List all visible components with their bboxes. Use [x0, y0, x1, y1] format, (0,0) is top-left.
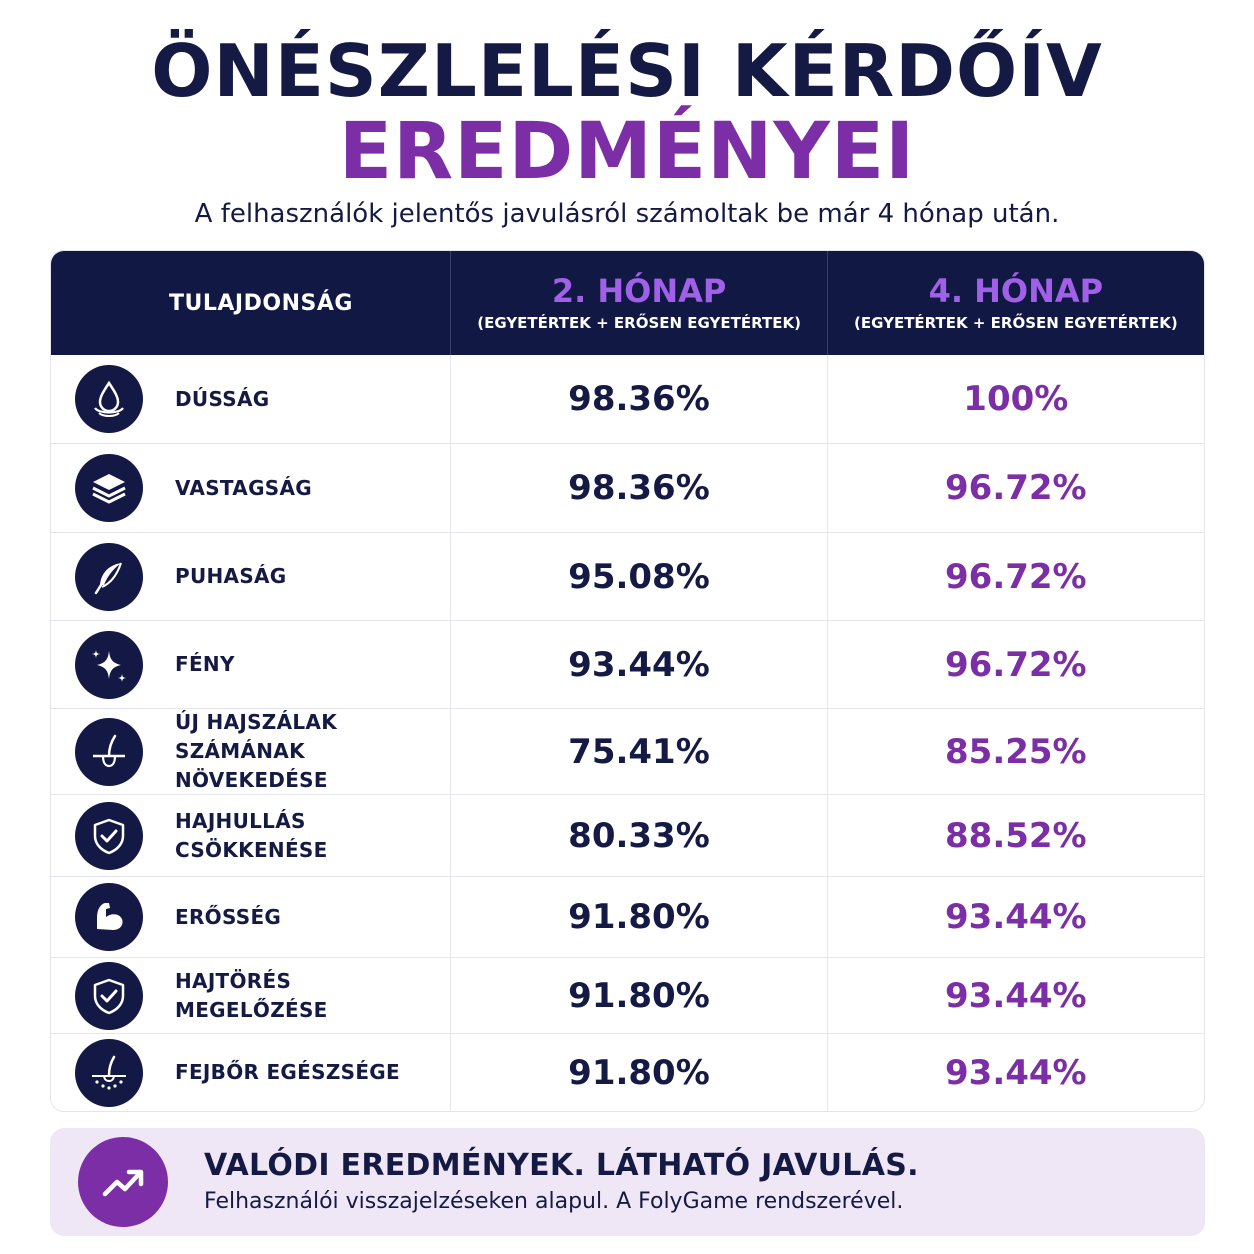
row-month2-value: 98.36% — [450, 444, 826, 532]
header-month2: 2. HÓNAP (EGYETÉRTEK + ERŐSEN EGYETÉRTEK… — [450, 251, 826, 355]
header-month4-title: 4. HÓNAP — [928, 272, 1104, 310]
results-table: TULAJDONSÁG 2. HÓNAP (EGYETÉRTEK + ERŐSE… — [50, 250, 1205, 1112]
row-month4-value: 93.44% — [826, 958, 1204, 1033]
header-property: TULAJDONSÁG — [51, 251, 450, 355]
row-label: HAJTÖRÉS MEGELŐZÉSE — [175, 968, 328, 1022]
table-row: PUHASÁG 95.08% 96.72% — [51, 533, 1204, 621]
droplet-icon — [75, 365, 143, 433]
page-title-line1: ÖNÉSZLELÉSI KÉRDŐÍV — [151, 29, 1103, 113]
row-label: ERŐSSÉG — [175, 904, 282, 929]
trend-up-icon — [78, 1137, 168, 1227]
scalp-icon — [75, 1038, 143, 1107]
row-month4-value: 96.72% — [826, 444, 1204, 532]
row-property: FÉNY — [51, 621, 450, 708]
row-month2-value: 93.44% — [450, 621, 826, 708]
hair-follicle-icon — [75, 717, 143, 786]
table-row: DÚSSÁG 98.36% 100% — [51, 355, 1204, 444]
table-row: HAJHULLÁS CSÖKKENÉSE 80.33% 88.52% — [51, 795, 1204, 877]
row-month2-value: 80.33% — [450, 795, 826, 876]
row-property: FEJBŐR EGÉSZSÉGE — [51, 1034, 450, 1111]
table-body: DÚSSÁG 98.36% 100% VASTAGSÁG — [51, 355, 1204, 1111]
row-label: FEJBŐR EGÉSZSÉGE — [175, 1060, 400, 1084]
row-label: ÚJ HAJSZÁLAK SZÁMÁNAK NÖVEKEDÉSE — [175, 710, 338, 792]
shield-check-icon — [75, 801, 143, 870]
row-property: VASTAGSÁG — [51, 444, 450, 532]
feather-icon — [75, 542, 143, 611]
table-header: TULAJDONSÁG 2. HÓNAP (EGYETÉRTEK + ERŐSE… — [51, 251, 1204, 355]
header-month4-sub: (EGYETÉRTEK + ERŐSEN EGYETÉRTEK) — [854, 314, 1178, 332]
row-property: ERŐSSÉG — [51, 877, 450, 957]
table-row: FEJBŐR EGÉSZSÉGE 91.80% 93.44% — [51, 1034, 1204, 1111]
row-label: HAJHULLÁS CSÖKKENÉSE — [175, 808, 328, 862]
row-month4-value: 96.72% — [826, 533, 1204, 620]
row-month4-value: 88.52% — [826, 795, 1204, 876]
row-month2-value: 91.80% — [450, 877, 826, 957]
row-month2-value: 98.36% — [450, 355, 826, 443]
row-property: HAJTÖRÉS MEGELŐZÉSE — [51, 958, 450, 1033]
row-month4-value: 93.44% — [826, 1034, 1204, 1111]
header-month2-sub: (EGYETÉRTEK + ERŐSEN EGYETÉRTEK) — [477, 314, 801, 332]
row-property: DÚSSÁG — [51, 355, 450, 443]
layers-icon — [75, 454, 143, 522]
page-subtitle: A felhasználók jelentős javulásról számo… — [194, 199, 1060, 229]
header-property-label: TULAJDONSÁG — [169, 290, 353, 316]
results-banner: VALÓDI EREDMÉNYEK. LÁTHATÓ JAVULÁS. Felh… — [50, 1128, 1205, 1236]
muscle-arm-icon — [75, 883, 143, 951]
table-row: ERŐSSÉG 91.80% 93.44% — [51, 877, 1204, 958]
page-title-line2: EREDMÉNYEI — [338, 107, 916, 197]
row-property: HAJHULLÁS CSÖKKENÉSE — [51, 795, 450, 876]
row-month2-value: 95.08% — [450, 533, 826, 620]
row-label: PUHASÁG — [175, 564, 287, 588]
banner-subtext: Felhasználói visszajelzéseken alapul. A … — [204, 1189, 904, 1214]
row-month4-value: 93.44% — [826, 877, 1204, 957]
header-month4: 4. HÓNAP (EGYETÉRTEK + ERŐSEN EGYETÉRTEK… — [826, 251, 1204, 355]
row-label: FÉNY — [175, 652, 235, 676]
shield-check-icon — [75, 961, 143, 1030]
table-row: FÉNY 93.44% 96.72% — [51, 621, 1204, 709]
banner-text: VALÓDI EREDMÉNYEK. LÁTHATÓ JAVULÁS. Felh… — [204, 1146, 919, 1218]
sparkle-icon — [75, 630, 143, 699]
row-month2-value: 91.80% — [450, 958, 826, 1033]
row-month2-value: 75.41% — [450, 709, 826, 794]
row-property: ÚJ HAJSZÁLAK SZÁMÁNAK NÖVEKEDÉSE — [51, 709, 450, 794]
table-row: ÚJ HAJSZÁLAK SZÁMÁNAK NÖVEKEDÉSE 75.41% … — [51, 709, 1204, 795]
row-month4-value: 96.72% — [826, 621, 1204, 708]
row-property: PUHASÁG — [51, 533, 450, 620]
banner-title: VALÓDI EREDMÉNYEK. LÁTHATÓ JAVULÁS. — [204, 1148, 919, 1183]
row-label: VASTAGSÁG — [175, 475, 312, 500]
row-label: DÚSSÁG — [175, 386, 270, 411]
row-month4-value: 100% — [826, 355, 1204, 443]
table-row: VASTAGSÁG 98.36% 96.72% — [51, 444, 1204, 533]
table-row: HAJTÖRÉS MEGELŐZÉSE 91.80% 93.44% — [51, 958, 1204, 1034]
row-month2-value: 91.80% — [450, 1034, 826, 1111]
header-month2-title: 2. HÓNAP — [551, 272, 727, 310]
row-month4-value: 85.25% — [826, 709, 1204, 794]
